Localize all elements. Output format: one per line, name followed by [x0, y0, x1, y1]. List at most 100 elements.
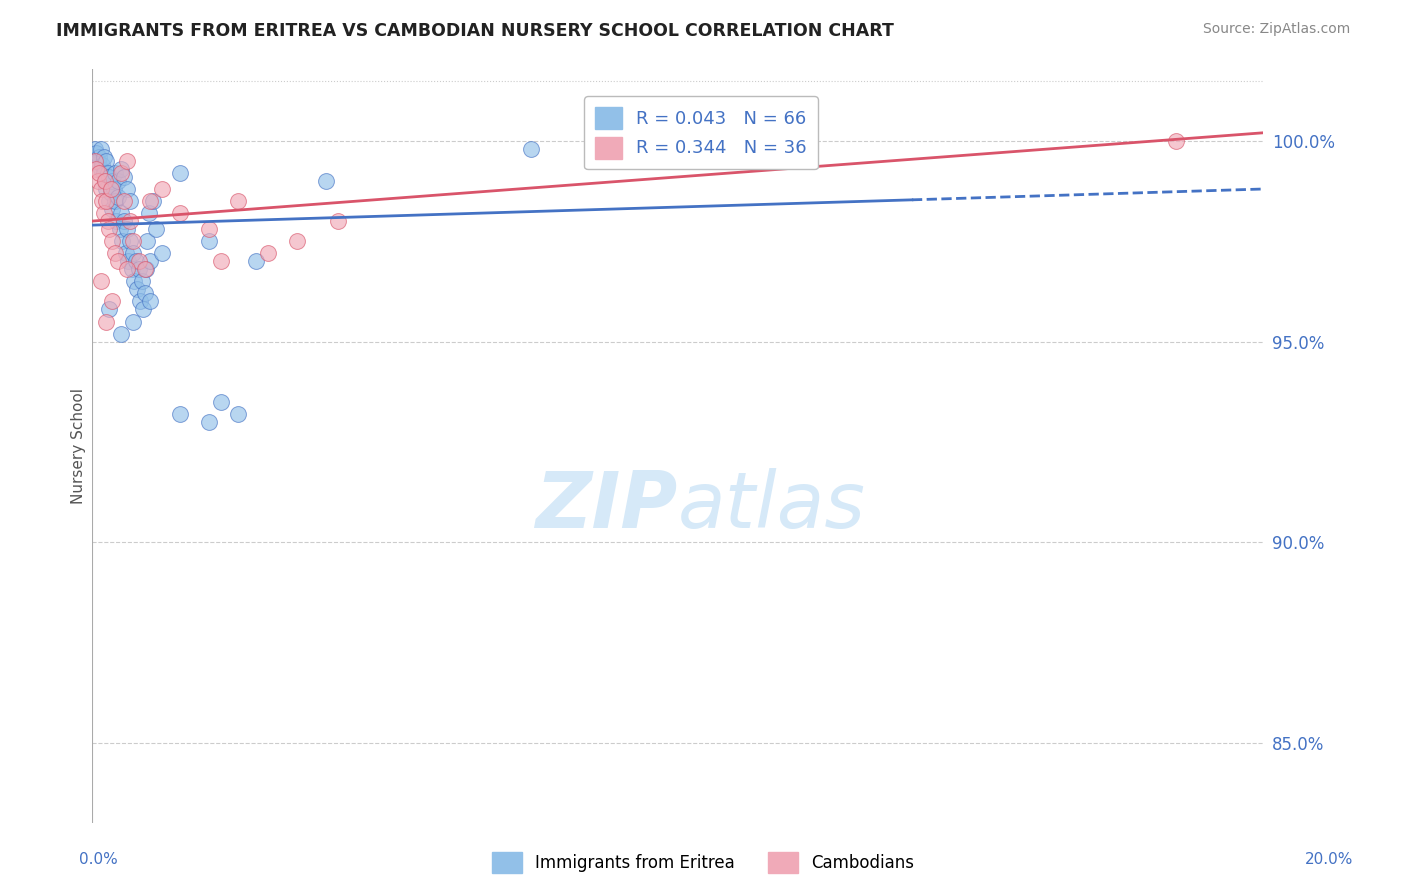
Point [118, 234, 141, 248]
Point [209, 254, 232, 268]
Point [105, 214, 128, 228]
Point [520, 142, 543, 156]
Point [104, 166, 127, 180]
Point [285, 234, 308, 248]
Point [121, 234, 143, 248]
Y-axis label: Nursery School: Nursery School [72, 388, 86, 504]
Point [112, 214, 135, 228]
Point [226, 194, 249, 208]
Point [139, 254, 162, 268]
Point [121, 262, 143, 277]
Point [93, 206, 115, 220]
Point [110, 166, 132, 180]
Point [96, 182, 118, 196]
Point [169, 407, 191, 421]
Point [169, 206, 191, 220]
Point [139, 294, 162, 309]
Point [245, 254, 267, 268]
Point [86, 174, 108, 188]
Point [142, 194, 165, 208]
Point [104, 246, 127, 260]
Point [112, 194, 135, 208]
Point [107, 190, 129, 204]
Point [90, 274, 112, 288]
Text: 0.0%: 0.0% [79, 852, 118, 867]
Point [90, 182, 112, 196]
Point [87, 150, 110, 164]
Point [98, 222, 121, 236]
Point [128, 262, 150, 277]
Point [96, 153, 118, 168]
Point [135, 262, 157, 277]
Point [134, 286, 156, 301]
Point [90, 142, 112, 156]
Point [98, 194, 121, 208]
Point [100, 182, 122, 196]
Point [93, 174, 115, 188]
Legend: Immigrants from Eritrea, Cambodians: Immigrants from Eritrea, Cambodians [485, 846, 921, 880]
Point [86, 161, 108, 176]
Point [110, 161, 132, 176]
Point [198, 234, 221, 248]
Point [101, 294, 124, 309]
Point [83, 142, 105, 156]
Point [115, 222, 138, 236]
Point [115, 182, 138, 196]
Point [93, 174, 115, 188]
Point [1164, 134, 1187, 148]
Point [107, 174, 129, 188]
Point [107, 254, 129, 268]
Point [115, 262, 138, 277]
Point [83, 153, 105, 168]
Point [90, 161, 112, 176]
Point [98, 169, 121, 184]
Point [111, 234, 134, 248]
Point [127, 282, 149, 296]
Point [150, 246, 173, 260]
Point [93, 166, 115, 180]
Point [118, 214, 141, 228]
Point [86, 145, 108, 160]
Point [150, 182, 173, 196]
Point [96, 194, 118, 208]
Point [101, 234, 124, 248]
Point [132, 302, 155, 317]
Point [256, 246, 278, 260]
Point [86, 153, 108, 168]
Point [128, 254, 150, 268]
Point [138, 206, 160, 220]
Point [91, 158, 114, 172]
Point [139, 194, 162, 208]
Point [136, 234, 159, 248]
Point [108, 222, 131, 236]
Point [93, 150, 115, 164]
Point [169, 166, 191, 180]
Point [326, 214, 349, 228]
Point [101, 174, 124, 188]
Point [315, 174, 337, 188]
Legend: R = 0.043   N = 66, R = 0.344   N = 36: R = 0.043 N = 66, R = 0.344 N = 36 [583, 96, 818, 169]
Point [121, 314, 143, 328]
Text: atlas: atlas [678, 468, 866, 544]
Point [98, 302, 121, 317]
Point [117, 254, 139, 268]
Text: ZIP: ZIP [536, 468, 678, 544]
Text: Source: ZipAtlas.com: Source: ZipAtlas.com [1202, 22, 1350, 37]
Point [118, 194, 141, 208]
Point [101, 202, 124, 216]
Point [125, 254, 148, 268]
Point [97, 214, 120, 228]
Point [131, 274, 153, 288]
Point [134, 262, 156, 277]
Point [115, 153, 138, 168]
Point [209, 394, 232, 409]
Point [114, 246, 136, 260]
Point [198, 222, 221, 236]
Point [100, 186, 122, 200]
Point [91, 194, 114, 208]
Point [110, 206, 132, 220]
Point [121, 246, 143, 260]
Point [87, 166, 110, 180]
Point [103, 182, 125, 196]
Text: 20.0%: 20.0% [1305, 852, 1353, 867]
